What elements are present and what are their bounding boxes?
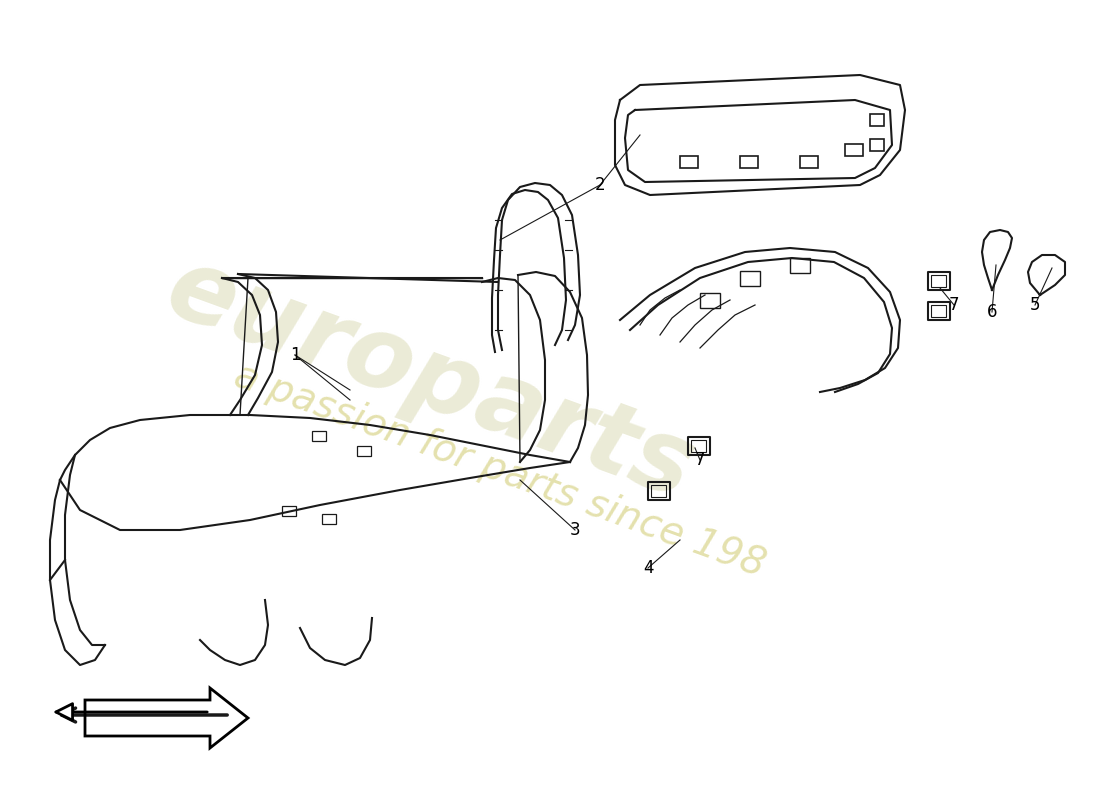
Text: 7: 7 bbox=[948, 296, 959, 314]
Bar bbox=[691, 440, 706, 452]
Bar bbox=[931, 305, 946, 317]
Bar bbox=[870, 139, 884, 151]
Text: 2: 2 bbox=[595, 176, 605, 194]
Bar bbox=[680, 156, 698, 168]
Text: europarts: europarts bbox=[154, 240, 706, 520]
Bar bbox=[322, 514, 335, 524]
Bar bbox=[845, 144, 864, 156]
Bar bbox=[282, 506, 296, 516]
Bar bbox=[740, 271, 760, 286]
Text: 1: 1 bbox=[289, 346, 300, 364]
Bar bbox=[740, 156, 758, 168]
Text: 6: 6 bbox=[987, 303, 998, 321]
Text: 4: 4 bbox=[642, 559, 653, 577]
Text: 3: 3 bbox=[570, 521, 581, 539]
Bar bbox=[928, 302, 950, 320]
Text: a passion for parts since 198: a passion for parts since 198 bbox=[229, 356, 771, 584]
Bar bbox=[928, 272, 950, 290]
Bar bbox=[870, 114, 884, 126]
Bar bbox=[312, 431, 326, 441]
Bar bbox=[931, 275, 946, 287]
Bar bbox=[688, 437, 710, 455]
Bar bbox=[800, 156, 818, 168]
Bar bbox=[790, 258, 810, 273]
Bar bbox=[700, 293, 720, 308]
Bar bbox=[651, 485, 666, 497]
Bar bbox=[358, 446, 371, 456]
Text: 7: 7 bbox=[695, 451, 705, 469]
Text: 5: 5 bbox=[1030, 296, 1041, 314]
Bar bbox=[648, 482, 670, 500]
